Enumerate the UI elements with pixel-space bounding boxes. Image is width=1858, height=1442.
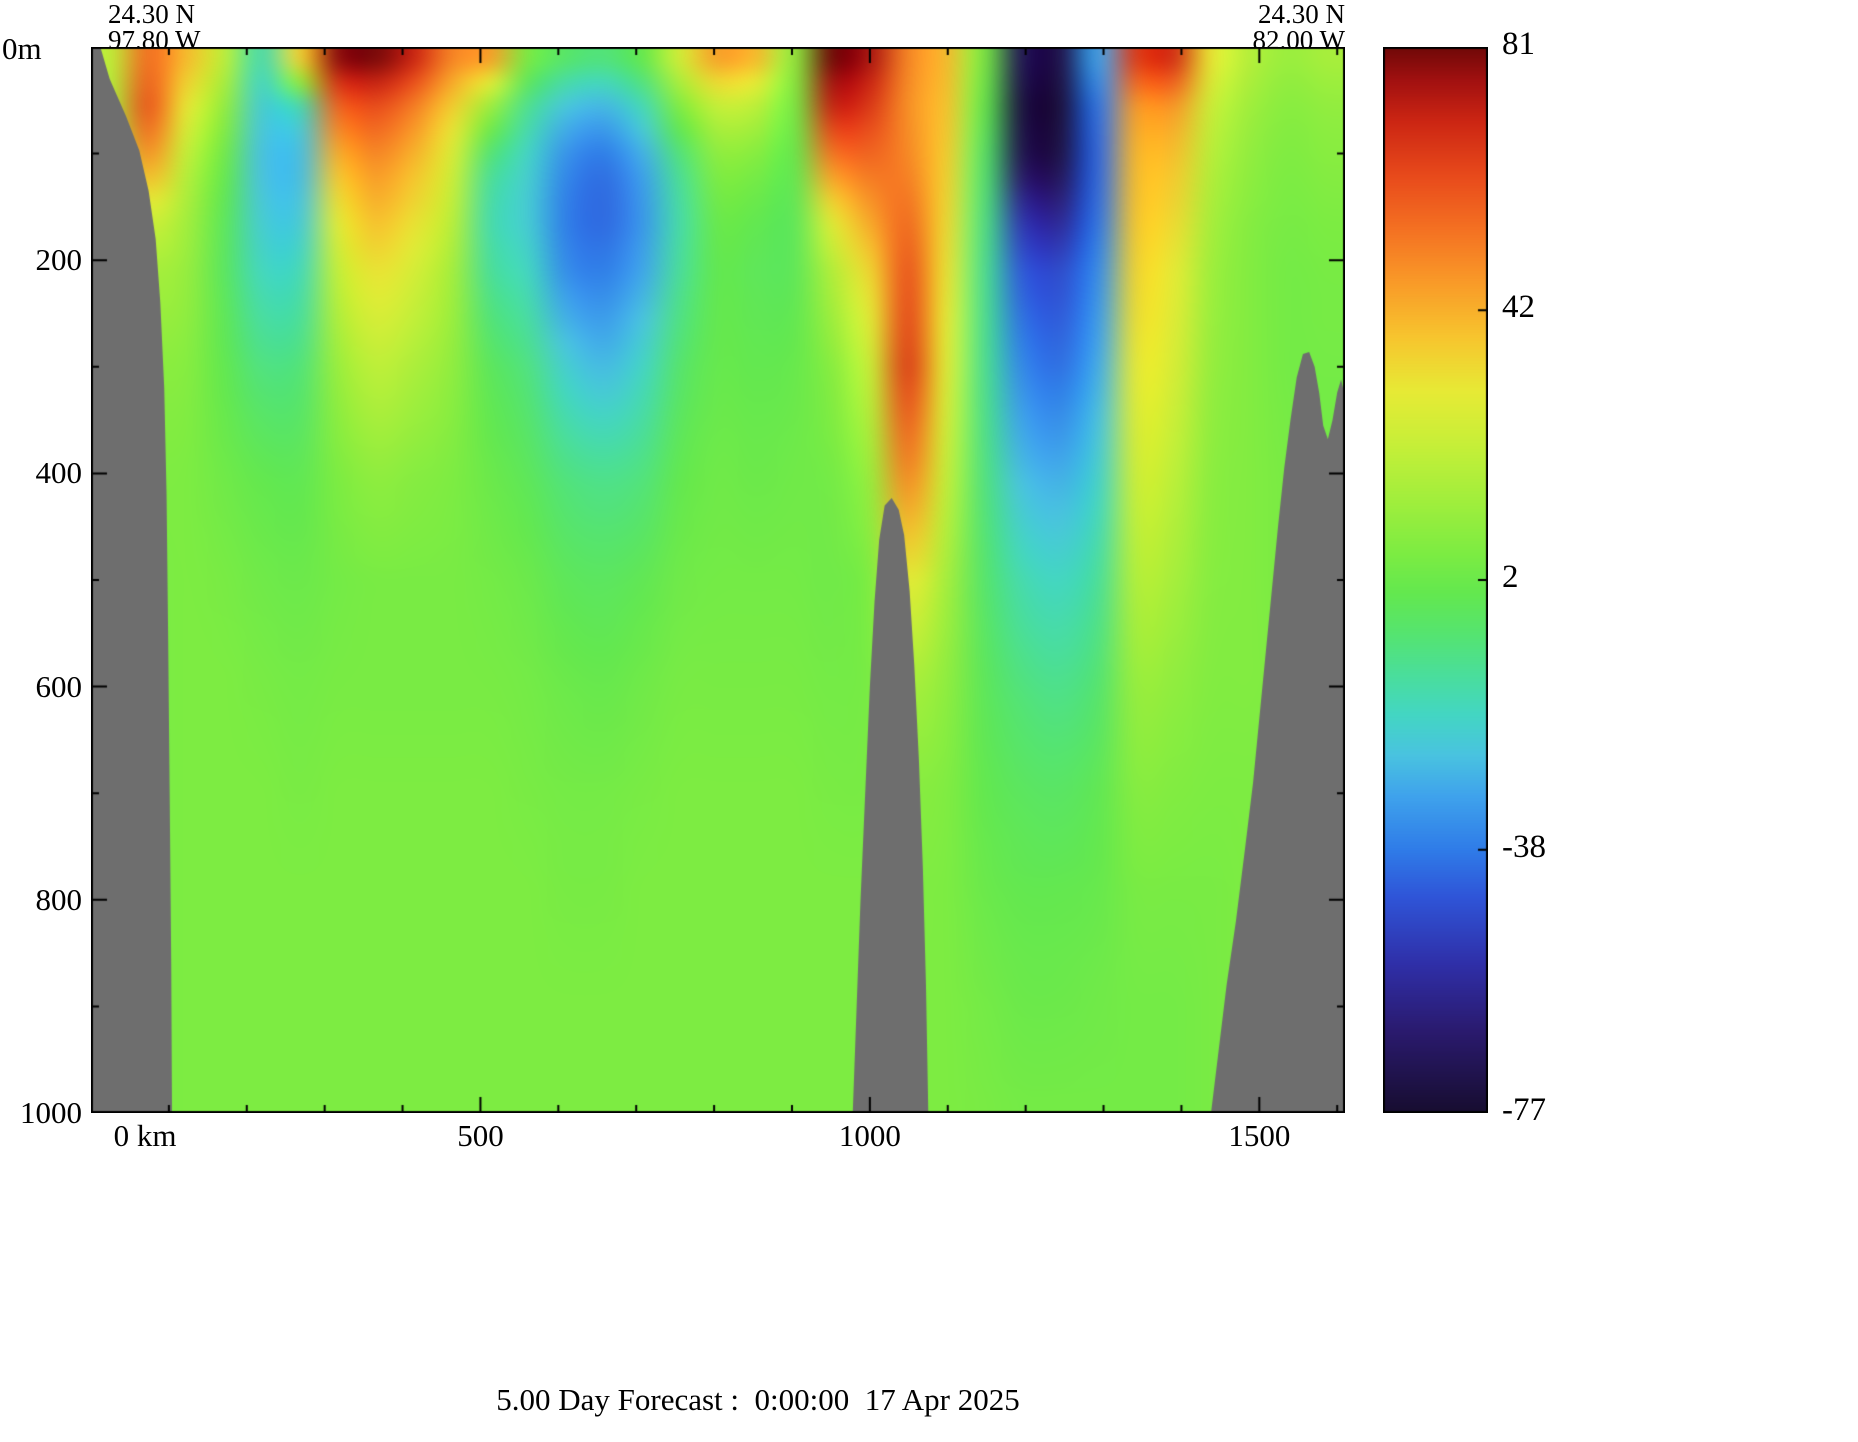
top-left-latitude: 24.30 N: [108, 0, 195, 29]
colorbar: [1383, 47, 1488, 1113]
colorbar-tick-label: -38: [1502, 828, 1546, 865]
y-axis-tick-label: 800: [35, 881, 83, 917]
y-axis-tick-label: 600: [35, 668, 83, 704]
x-axis-tick-label: 500: [457, 1118, 504, 1153]
corner-coords-top-right: 24.30 N 82.00 W: [1253, 0, 1346, 54]
y-axis-tick-label: 400: [35, 455, 83, 491]
colorbar-tick-label: 2: [1502, 559, 1519, 595]
top-right-latitude: 24.30 N: [1258, 0, 1345, 29]
depth-section-heatmap: [91, 47, 1345, 1113]
corner-coords-top-left: 24.30 N 97.80 W: [108, 0, 201, 54]
x-axis-tick-label: 1000: [838, 1118, 901, 1153]
y-axis-tick-label: 1000: [20, 1095, 82, 1130]
y-axis-surface-label: 0m: [2, 31, 42, 66]
colorbar-tick-label: 81: [1502, 26, 1535, 62]
x-axis-tick-label: 0 km: [113, 1118, 177, 1153]
y-axis-tick-label: 200: [35, 242, 83, 278]
forecast-caption: 5.00 Day Forecast : 0:00:00 17 Apr 2025: [496, 1382, 1020, 1417]
colorbar-tick-label: 42: [1502, 289, 1535, 326]
colorbar-tick-label: -77: [1502, 1092, 1546, 1128]
x-axis-tick-label: 1500: [1228, 1118, 1291, 1153]
